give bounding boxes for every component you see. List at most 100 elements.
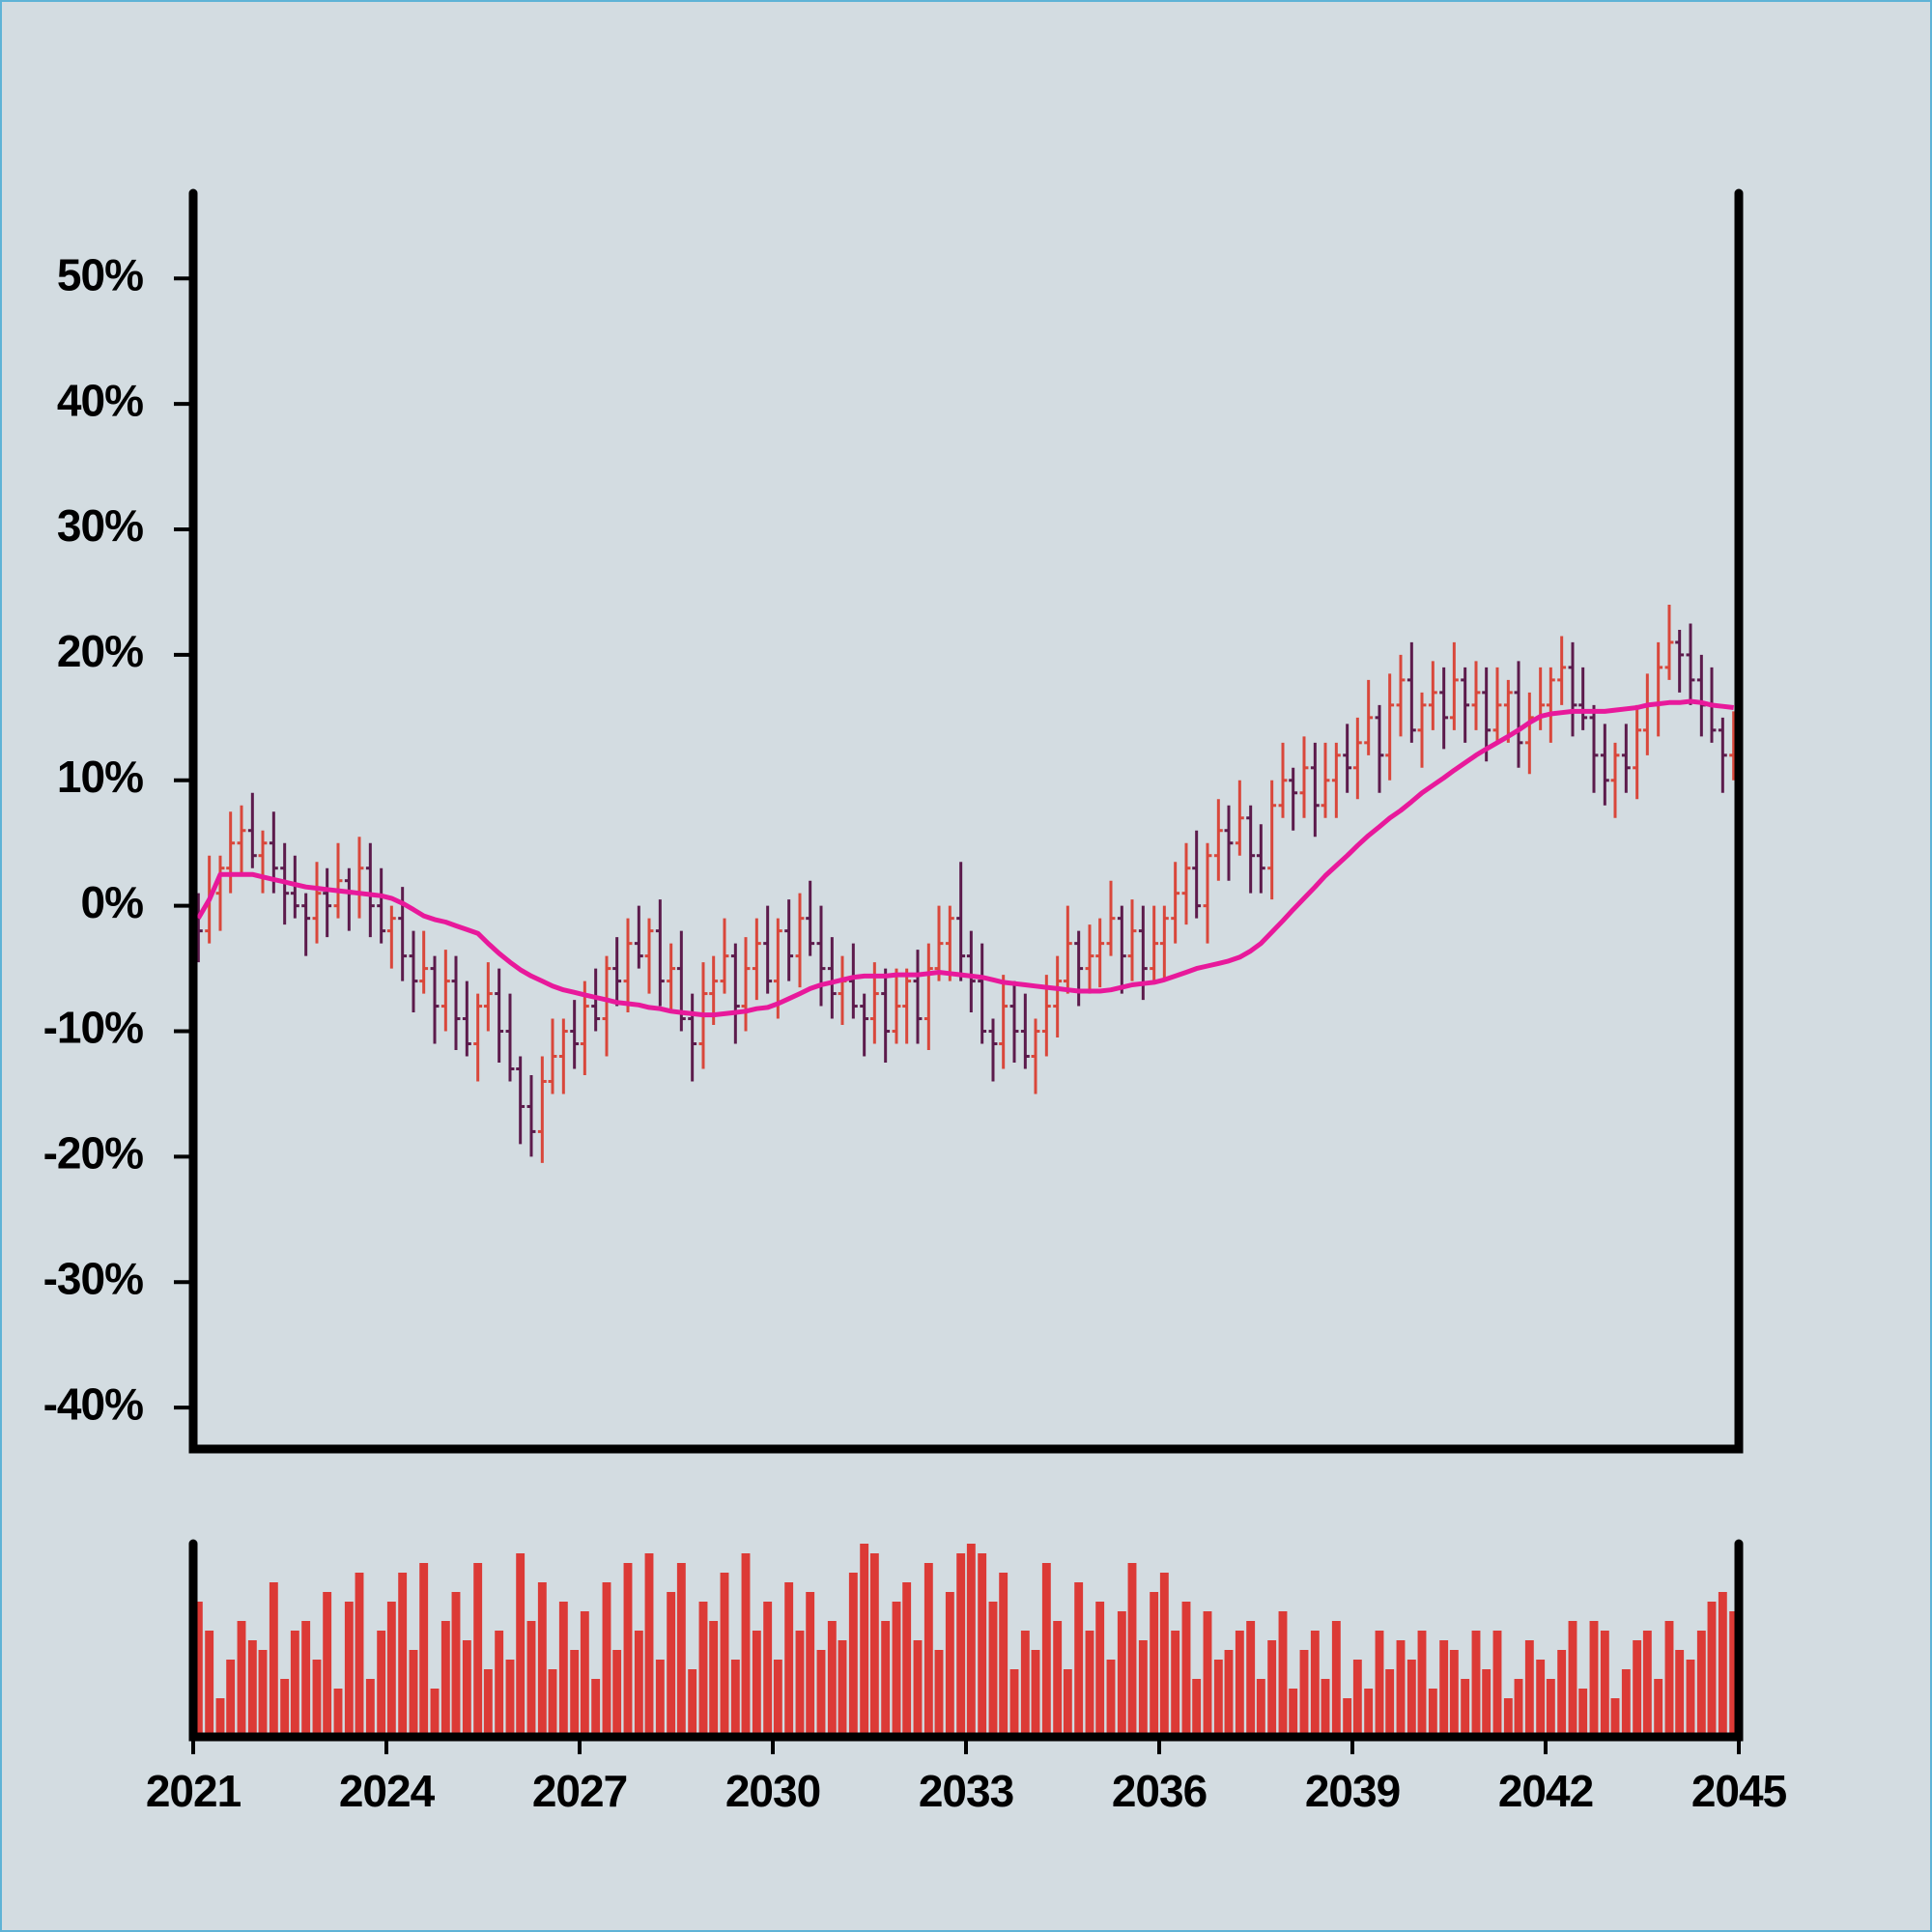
volume-bar: [709, 1621, 719, 1737]
volume-bar: [848, 1573, 858, 1737]
x-tick-label: 2045: [1691, 1766, 1787, 1816]
y-tick-label: 0%: [81, 877, 144, 927]
volume-bar: [193, 1602, 203, 1737]
volume-bar: [1085, 1631, 1094, 1737]
volume-bar: [1589, 1621, 1599, 1737]
volume-bar: [430, 1689, 440, 1737]
volume-bar: [1246, 1621, 1256, 1737]
x-tick-label: 2039: [1305, 1766, 1400, 1816]
y-tick-label: -30%: [43, 1253, 143, 1303]
volume-bar: [978, 1553, 987, 1737]
volume-bar: [816, 1650, 826, 1737]
volume-bar: [1557, 1650, 1567, 1737]
volume-bar: [1492, 1631, 1502, 1737]
y-tick-label: -20%: [43, 1128, 143, 1179]
volume-bar: [473, 1563, 483, 1737]
volume-bar: [1375, 1631, 1384, 1737]
moving-average-line: [196, 698, 1734, 1018]
volume-bar: [892, 1602, 901, 1737]
volume-bar: [1696, 1631, 1706, 1737]
volume-bar: [1020, 1631, 1030, 1737]
volume-bar: [548, 1669, 557, 1737]
volume-bar: [591, 1679, 601, 1737]
volume-bar: [1664, 1621, 1674, 1737]
volume-bar: [1321, 1679, 1330, 1737]
volume-bar: [312, 1660, 322, 1737]
volume-bar: [580, 1611, 589, 1737]
volume-bar: [505, 1660, 515, 1737]
volume-bar: [323, 1592, 332, 1737]
volume-bar: [612, 1650, 622, 1737]
volume-bar: [773, 1660, 782, 1737]
volume-bar: [1461, 1679, 1470, 1737]
volume-bar: [1568, 1621, 1577, 1737]
volume-bar: [1428, 1689, 1437, 1737]
volume-bar: [752, 1631, 761, 1737]
volume-bar: [247, 1640, 257, 1737]
price-frame: [188, 188, 1744, 1454]
volume-bar: [386, 1602, 396, 1737]
volume-bar: [1192, 1679, 1202, 1737]
volume-bar: [1289, 1689, 1298, 1737]
volume-bar: [1031, 1650, 1040, 1737]
volume-bar: [1686, 1660, 1695, 1737]
volume-bar: [913, 1640, 923, 1737]
volume-bar: [1074, 1582, 1084, 1737]
y-tick-label: 40%: [57, 375, 143, 425]
volume-bar: [1063, 1669, 1072, 1737]
volume-bar: [1224, 1650, 1234, 1737]
volume-bar: [1041, 1563, 1051, 1737]
volume-bar: [1127, 1563, 1137, 1737]
volume-bar: [1396, 1640, 1406, 1737]
volume-bar: [355, 1573, 364, 1737]
volume-bar: [1235, 1631, 1244, 1737]
volume-bar: [1203, 1611, 1212, 1737]
volume-bar: [945, 1592, 954, 1737]
volume-bar: [838, 1640, 847, 1737]
volume-bar: [1633, 1640, 1642, 1737]
volume-bar: [795, 1631, 805, 1737]
volume-bar: [258, 1650, 268, 1737]
volume-bar: [1053, 1621, 1063, 1737]
volume-bar: [1310, 1631, 1320, 1737]
volume-bar: [1106, 1660, 1116, 1737]
volume-bar: [999, 1573, 1009, 1737]
volume-bar: [398, 1573, 408, 1737]
volume-bar: [988, 1602, 998, 1737]
y-tick-label: 10%: [57, 752, 143, 802]
volume-bar: [763, 1602, 773, 1737]
volume-bar: [365, 1679, 375, 1737]
volume-bar: [570, 1650, 580, 1737]
marks: [193, 604, 1739, 1737]
volume-bar: [1352, 1660, 1362, 1737]
volume-bar: [1439, 1640, 1449, 1737]
volume-bar: [1610, 1698, 1620, 1737]
volume-bar: [676, 1563, 686, 1737]
volume-bar: [934, 1650, 944, 1737]
volume-bar: [1159, 1573, 1169, 1737]
x-tick-label: 2021: [146, 1766, 242, 1816]
volume-bar: [1150, 1592, 1159, 1737]
volume-bar: [344, 1602, 354, 1737]
volume-bar: [1514, 1679, 1523, 1737]
volume-bar: [1718, 1592, 1727, 1737]
volume-bar: [1181, 1602, 1191, 1737]
y-tick-label: 20%: [57, 626, 143, 676]
volume-bar: [526, 1621, 536, 1737]
volume-bar: [623, 1563, 633, 1737]
volume-bar: [301, 1621, 311, 1737]
volume-bar: [966, 1544, 976, 1737]
volume-bar: [730, 1660, 740, 1737]
volume-bar: [1213, 1660, 1223, 1737]
volume-bar: [1385, 1669, 1395, 1737]
volume-bar: [280, 1679, 290, 1737]
y-tick-label: 30%: [57, 500, 143, 551]
volume-bar: [409, 1650, 418, 1737]
volume-bar: [602, 1582, 611, 1737]
volume-bar: [1364, 1689, 1374, 1737]
volume-bar: [741, 1553, 751, 1737]
volume-bar: [516, 1553, 526, 1737]
volume-bar: [1278, 1611, 1288, 1737]
volume-bar: [377, 1631, 386, 1737]
